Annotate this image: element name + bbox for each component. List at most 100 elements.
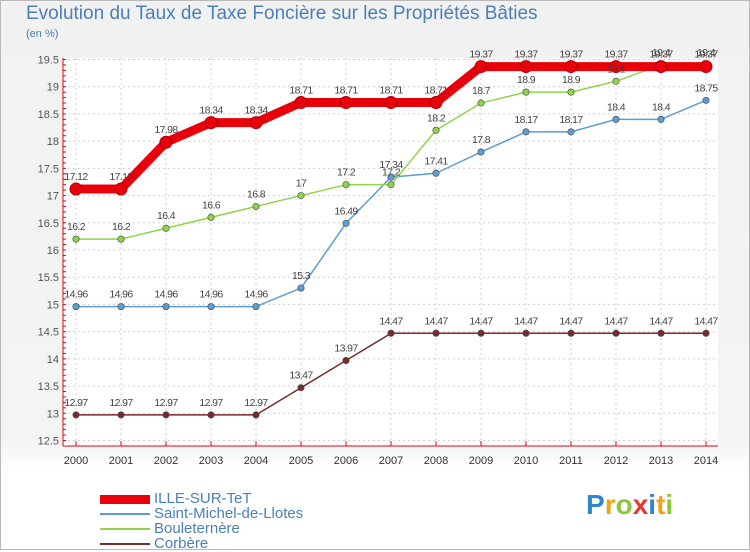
- data-label: 19.4: [697, 47, 716, 59]
- legend-label: Corbère: [154, 535, 209, 552]
- logo-letter: o: [615, 489, 633, 520]
- data-label: 19.37: [469, 49, 493, 61]
- logo-letter: x: [632, 489, 649, 520]
- data-point: [654, 60, 668, 74]
- y-tick-label: 19.5: [38, 55, 59, 67]
- data-point: [609, 60, 623, 74]
- data-point: [567, 88, 575, 96]
- data-label: 14.47: [604, 315, 628, 327]
- data-label: 18.2: [427, 112, 446, 124]
- data-label: 14.47: [649, 315, 673, 327]
- data-point: [522, 329, 530, 337]
- data-point: [567, 329, 575, 337]
- data-label: 18.17: [559, 114, 583, 126]
- legend-label: Bouleternère: [154, 520, 240, 537]
- data-label: 12.97: [154, 397, 178, 409]
- data-point: [612, 77, 620, 85]
- data-label: 14.47: [559, 315, 583, 327]
- data-label: 12.97: [199, 397, 223, 409]
- x-tick-label: 2010: [514, 455, 538, 467]
- data-point: [474, 60, 488, 74]
- y-tick-label: 15: [47, 299, 59, 311]
- data-label: 18.34: [244, 105, 268, 117]
- data-point: [117, 235, 125, 243]
- data-point: [342, 219, 350, 227]
- data-point: [387, 173, 395, 181]
- plot-area: [63, 58, 718, 446]
- data-point: [564, 60, 578, 74]
- data-label: 16.49: [334, 205, 358, 217]
- x-tick-label: 2009: [469, 455, 493, 467]
- data-point: [252, 411, 260, 419]
- y-tick-label: 18.5: [38, 109, 59, 121]
- data-label: 18.75: [694, 82, 718, 94]
- data-label: 13.47: [289, 370, 313, 382]
- data-label: 14.96: [154, 289, 178, 301]
- data-point: [567, 128, 575, 136]
- y-tick-label: 12.5: [38, 436, 59, 448]
- data-point: [204, 116, 218, 130]
- data-label: 17.2: [382, 167, 401, 179]
- data-point: [162, 224, 170, 232]
- legend-swatch: [100, 494, 150, 504]
- data-point: [702, 329, 710, 337]
- data-label: 14.47: [424, 315, 448, 327]
- data-point: [519, 60, 533, 74]
- data-point: [297, 384, 305, 392]
- data-label: 16.6: [202, 199, 221, 211]
- data-point: [387, 181, 395, 189]
- x-tick-label: 2008: [424, 455, 448, 467]
- data-point: [207, 303, 215, 311]
- data-point: [657, 329, 665, 337]
- x-tick-label: 2003: [199, 455, 223, 467]
- data-label: 12.97: [64, 397, 88, 409]
- data-label: 18.4: [607, 101, 626, 113]
- data-label: 19.37: [694, 49, 718, 61]
- data-point: [432, 329, 440, 337]
- data-label: 17: [296, 178, 307, 190]
- x-tick-label: 2011: [559, 455, 583, 467]
- y-tick-label: 13: [47, 408, 59, 420]
- y-tick-label: 15.5: [38, 272, 59, 284]
- y-tick-label: 13.5: [38, 381, 59, 393]
- data-point: [162, 411, 170, 419]
- data-point: [207, 213, 215, 221]
- data-point: [387, 329, 395, 337]
- x-tick-label: 2002: [154, 455, 178, 467]
- data-point: [432, 169, 440, 177]
- data-label: 17.12: [64, 171, 88, 183]
- data-label: 17.2: [337, 167, 356, 179]
- data-label: 15.3: [292, 270, 311, 282]
- data-label: 16.8: [247, 188, 266, 200]
- data-point: [339, 95, 353, 109]
- data-label: 14.47: [514, 315, 538, 327]
- y-tick-label: 16: [47, 245, 59, 257]
- data-point: [252, 202, 260, 210]
- data-point: [72, 235, 80, 243]
- legend-swatch: [100, 543, 150, 545]
- data-label: 13.97: [334, 342, 358, 354]
- data-label: 14.96: [64, 289, 88, 301]
- data-point: [69, 182, 83, 196]
- x-tick-label: 2004: [244, 455, 268, 467]
- data-point: [477, 99, 485, 107]
- legend-swatch: [100, 528, 150, 530]
- data-point: [342, 356, 350, 364]
- data-point: [432, 126, 440, 134]
- data-point: [702, 96, 710, 104]
- data-point: [114, 182, 128, 196]
- data-point: [162, 303, 170, 311]
- y-axis-unit: (en %): [26, 28, 59, 40]
- data-point: [159, 135, 173, 149]
- data-point: [477, 329, 485, 337]
- data-label: 18.9: [517, 74, 536, 86]
- data-label: 12.97: [109, 397, 133, 409]
- data-point: [342, 181, 350, 189]
- y-tick-label: 19: [47, 82, 59, 94]
- data-label: 18.17: [514, 114, 538, 126]
- data-point: [699, 60, 713, 74]
- data-label: 18.9: [562, 74, 581, 86]
- data-point: [522, 128, 530, 136]
- x-tick-label: 2000: [64, 455, 88, 467]
